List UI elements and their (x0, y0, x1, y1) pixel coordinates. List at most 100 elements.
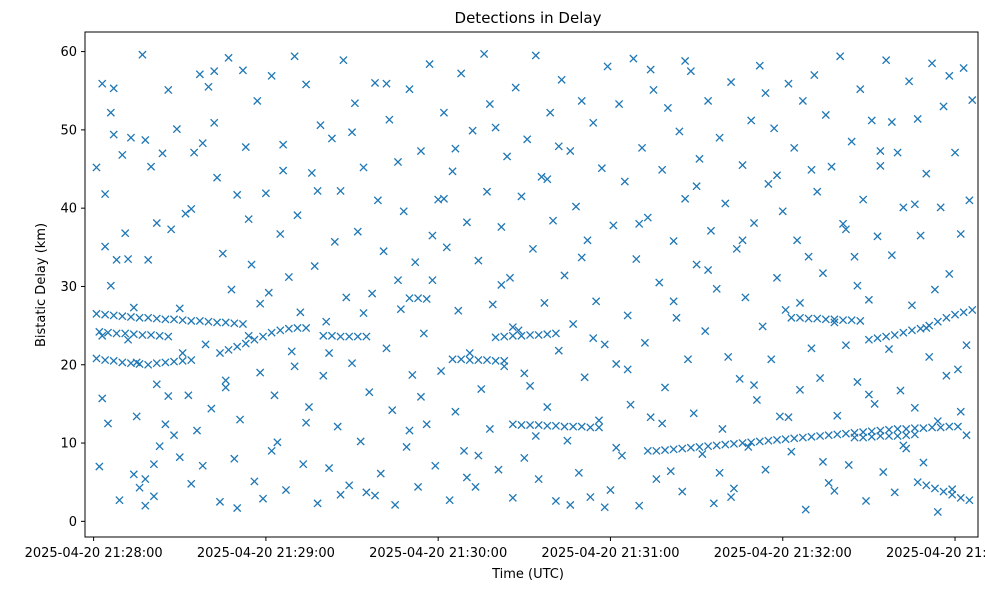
data-point-track-12 (847, 316, 856, 325)
data-point-clutter (416, 146, 426, 156)
data-point-clutter (169, 431, 179, 440)
data-point-clutter (98, 79, 107, 88)
data-point-clutter (672, 313, 681, 322)
data-point-clutter (712, 284, 721, 293)
data-point-clutter (405, 85, 414, 94)
data-point-clutter (784, 79, 793, 88)
data-point-clutter (692, 182, 701, 191)
data-point-clutter (962, 341, 971, 350)
data-point-clutter (276, 229, 285, 239)
data-point-clutter (580, 373, 589, 382)
data-point-track-14 (968, 305, 977, 315)
data-point-track-11 (643, 446, 652, 455)
data-point-clutter (253, 96, 262, 105)
data-point-track-8 (526, 330, 535, 340)
data-point-clutter (149, 460, 158, 469)
data-point-clutter (385, 115, 394, 124)
data-point-clutter (454, 306, 463, 315)
data-point-clutter (537, 172, 546, 181)
data-point-clutter (566, 146, 575, 156)
data-point-clutter (267, 446, 276, 455)
data-point-clutter (942, 371, 951, 380)
data-point-clutter (480, 49, 489, 58)
data-point-track-7 (457, 355, 466, 364)
data-point-clutter (824, 478, 833, 488)
data-point-clutter (781, 305, 790, 315)
data-point-clutter (589, 334, 598, 343)
data-point-clutter (98, 394, 107, 403)
data-point-track-3 (95, 327, 104, 336)
data-point-clutter (370, 491, 380, 500)
data-point-clutter (896, 386, 905, 395)
data-point-clutter (620, 177, 629, 186)
data-point-track-11 (919, 424, 928, 433)
data-point-clutter (692, 260, 701, 269)
data-point-clutter (675, 127, 684, 136)
data-point-clutter (327, 134, 336, 143)
data-point-clutter (279, 166, 288, 175)
data-point-track-13 (884, 431, 894, 441)
data-point-clutter (882, 56, 891, 65)
data-point-clutter (299, 460, 308, 469)
data-point-clutter (333, 422, 342, 431)
data-point-clutter (503, 152, 512, 161)
data-point-clutter (238, 66, 247, 75)
data-point-clutter (307, 168, 316, 177)
data-point-clutter (681, 194, 690, 203)
data-point-clutter (376, 469, 385, 478)
data-point-clutter (747, 116, 756, 125)
data-point-clutter (738, 236, 747, 245)
data-point-track-7 (482, 355, 492, 365)
data-point-clutter (258, 494, 268, 503)
y-tick-label: 50 (60, 123, 77, 138)
data-point-clutter (600, 340, 609, 349)
data-point-clutter (161, 420, 170, 429)
data-point-clutter (540, 298, 549, 307)
data-point-clutter (129, 470, 138, 479)
data-point-track-9 (569, 422, 578, 431)
data-point-clutter (663, 103, 672, 113)
data-point-clutter (218, 249, 227, 258)
data-point-track-1 (152, 314, 161, 323)
data-point-clutter (887, 251, 896, 260)
data-point-track-4 (224, 345, 233, 354)
data-point-clutter (965, 196, 974, 205)
data-point-clutter (913, 114, 922, 123)
data-point-track-15 (922, 481, 931, 490)
data-point-clutter (313, 499, 322, 508)
data-point-track-9 (551, 421, 560, 430)
data-point-clutter (629, 54, 638, 63)
data-point-clutter (250, 477, 259, 486)
data-point-clutter (729, 484, 738, 493)
data-point-track-15 (913, 478, 922, 487)
data-point-clutter (907, 301, 917, 310)
data-point-clutter (362, 488, 371, 497)
data-point-clutter (959, 63, 968, 73)
data-point-clutter (910, 403, 919, 412)
data-point-clutter (939, 102, 948, 111)
data-point-clutter (347, 359, 357, 368)
data-point-clutter (517, 192, 526, 201)
data-point-clutter (279, 140, 288, 149)
data-point-clutter (807, 344, 816, 353)
data-point-clutter (310, 262, 319, 271)
data-point-clutter (368, 289, 377, 298)
data-point-clutter (853, 281, 862, 290)
data-point-track-1 (230, 319, 239, 328)
x-tick-label: 2025-04-20 21:32:00 (714, 546, 852, 561)
data-point-clutter (388, 406, 397, 415)
data-point-clutter (678, 487, 687, 496)
data-point-clutter (884, 345, 894, 354)
data-point-track-13 (902, 431, 911, 440)
data-point-clutter (945, 269, 954, 278)
data-point-clutter (594, 416, 604, 425)
data-point-clutter (141, 475, 150, 484)
data-point-clutter (445, 496, 454, 505)
data-point-clutter (124, 335, 133, 344)
data-point-track-5 (319, 331, 328, 340)
data-point-clutter (382, 344, 391, 353)
data-point-track-11 (893, 424, 902, 434)
data-point-track-12 (813, 314, 822, 323)
